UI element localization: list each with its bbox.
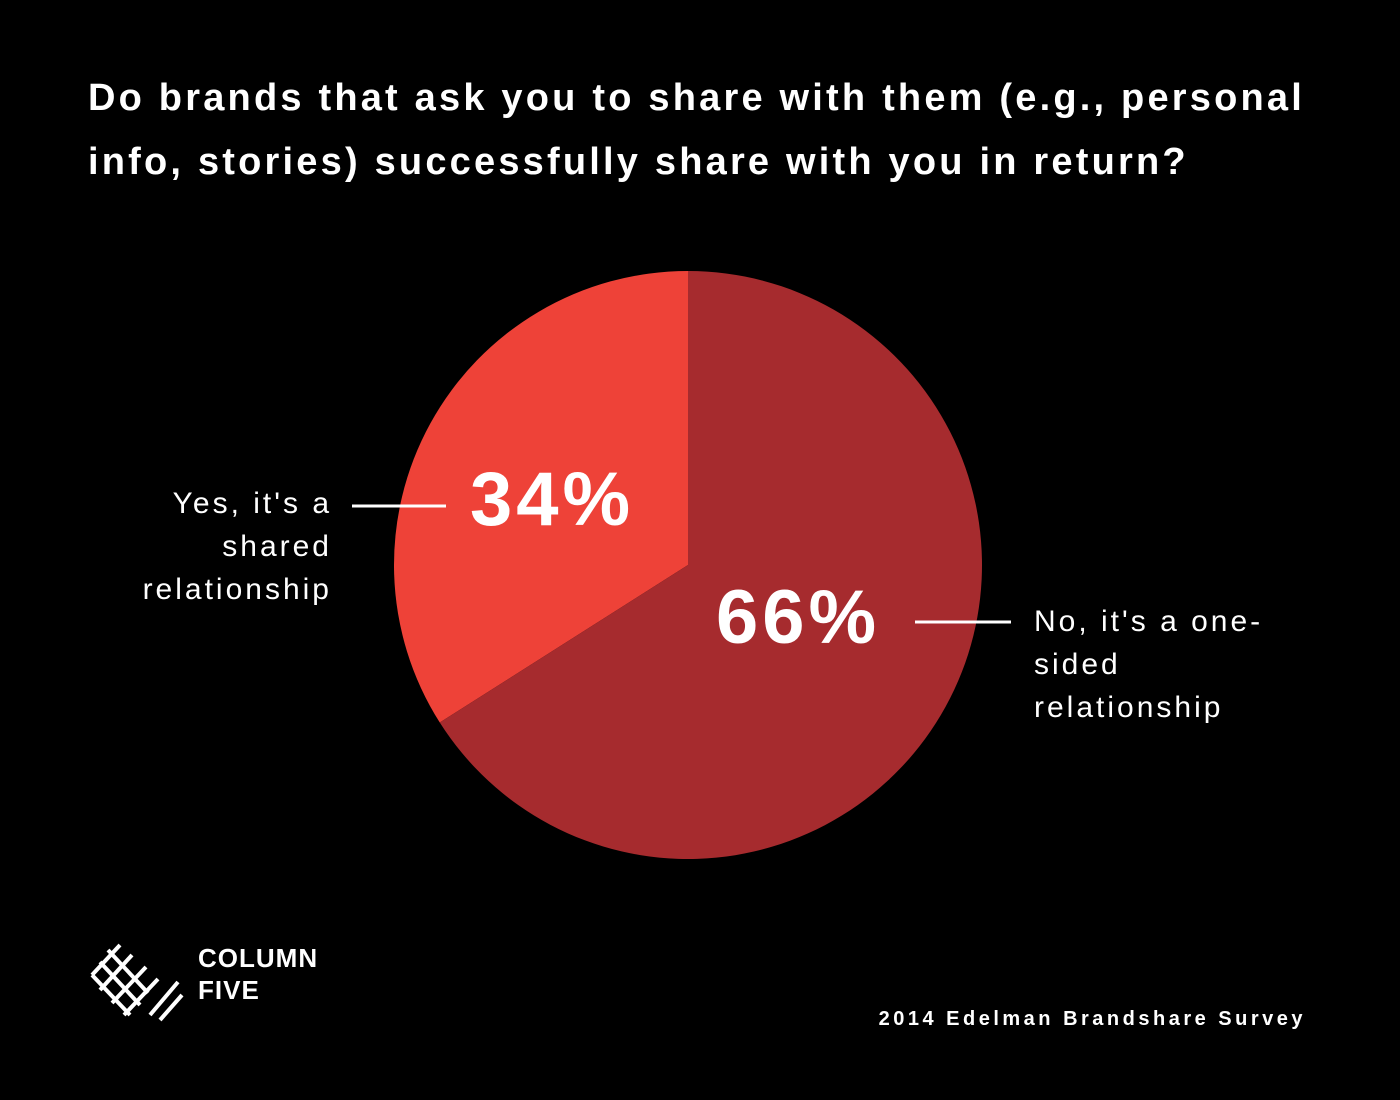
value-label: 34% xyxy=(470,457,635,542)
category-label: Yes, it's a shared relationship xyxy=(142,487,332,606)
logo-mark xyxy=(90,943,184,1022)
pie-slice xyxy=(439,271,982,859)
chart-title: Do brands that ask you to share with the… xyxy=(88,77,1306,183)
logo-text: COLUMN FIVE xyxy=(198,943,319,1005)
value-label: 66% xyxy=(716,575,881,660)
source: 2014 Edelman Brandshare Survey xyxy=(878,1008,1306,1030)
category-label: No, it's a one-sided relationship xyxy=(1034,605,1264,724)
pie-slice xyxy=(393,271,688,723)
